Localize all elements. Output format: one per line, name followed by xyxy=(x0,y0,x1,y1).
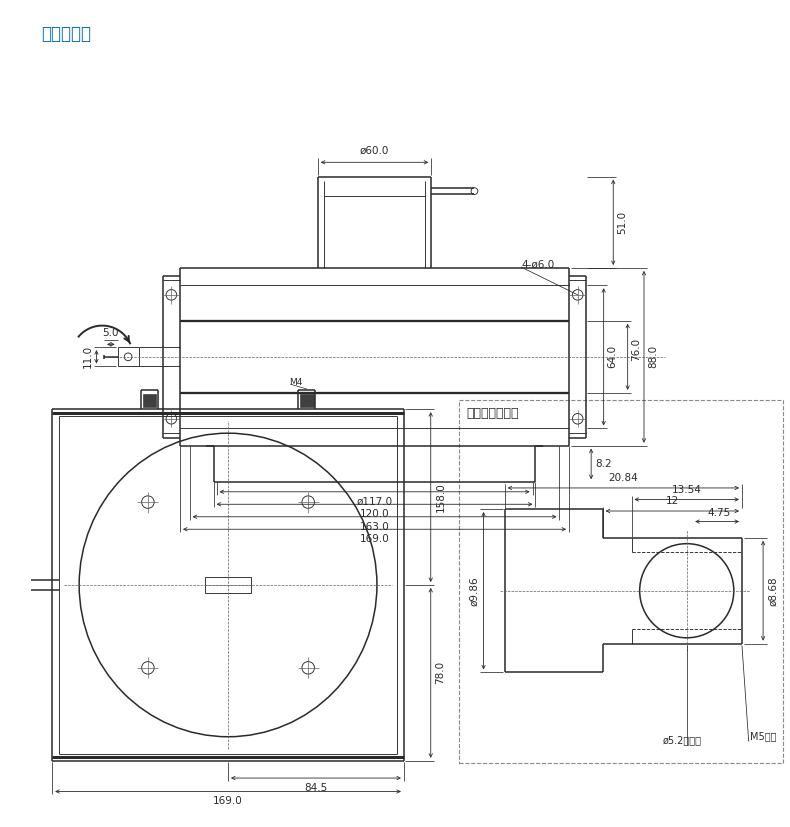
Text: M5内牙: M5内牙 xyxy=(750,732,776,742)
Text: 4-ø6.0: 4-ø6.0 xyxy=(521,260,555,270)
Text: ø117.0: ø117.0 xyxy=(356,496,393,507)
Text: 20.84: 20.84 xyxy=(608,473,638,483)
Text: 78.0: 78.0 xyxy=(435,662,446,685)
Text: 64.0: 64.0 xyxy=(608,345,618,368)
Text: 169.0: 169.0 xyxy=(213,796,243,806)
Text: 51.0: 51.0 xyxy=(617,211,627,234)
Text: ø9.86: ø9.86 xyxy=(468,576,479,605)
Text: M4: M4 xyxy=(289,378,303,387)
Text: ø8.68: ø8.68 xyxy=(768,576,778,605)
Text: 安装尺寸：: 安装尺寸： xyxy=(41,25,91,43)
Text: 76.0: 76.0 xyxy=(631,337,641,361)
Text: 11.0: 11.0 xyxy=(83,345,92,368)
Bar xyxy=(205,576,251,593)
Bar xyxy=(142,394,156,407)
Bar xyxy=(300,394,314,407)
Bar xyxy=(118,347,139,366)
Text: 10.0: 10.0 xyxy=(0,573,2,596)
Text: 13.54: 13.54 xyxy=(672,485,702,495)
Text: 5.0: 5.0 xyxy=(103,327,119,337)
Text: ø60.0: ø60.0 xyxy=(360,146,389,155)
Text: ø5.2插栓孔: ø5.2插栓孔 xyxy=(663,735,702,745)
Text: 120.0: 120.0 xyxy=(359,509,389,519)
Text: 169.0: 169.0 xyxy=(359,534,389,544)
Text: 4.75: 4.75 xyxy=(707,508,731,518)
Text: 8.2: 8.2 xyxy=(595,459,611,469)
Bar xyxy=(19,578,28,591)
Text: 12: 12 xyxy=(666,496,679,506)
Text: 158.0: 158.0 xyxy=(435,482,446,512)
Bar xyxy=(458,399,783,762)
Text: 84.5: 84.5 xyxy=(304,783,328,793)
Text: 88.0: 88.0 xyxy=(648,345,658,368)
Text: 拉绳头部尺寸：: 拉绳头部尺寸： xyxy=(466,407,519,420)
Text: 163.0: 163.0 xyxy=(359,522,389,532)
